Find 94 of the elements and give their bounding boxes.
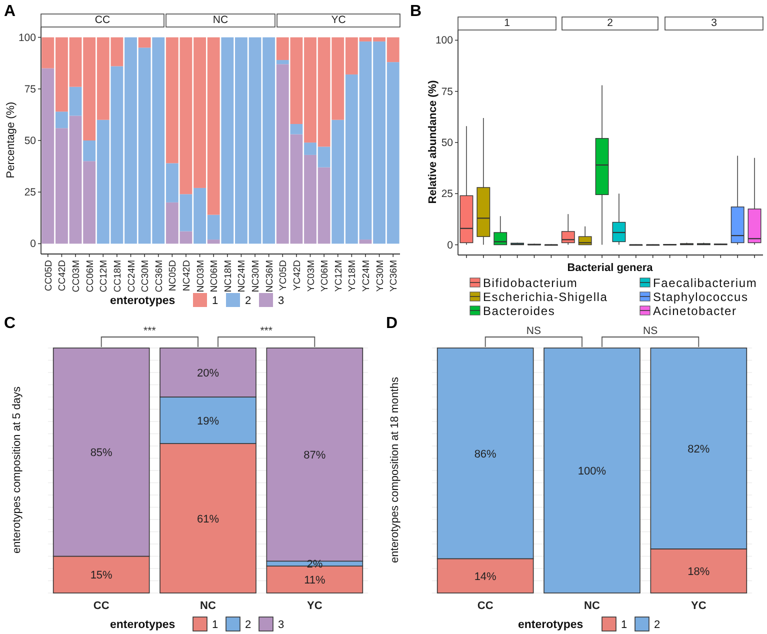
text: NC <box>212 14 228 26</box>
bar <box>359 240 372 244</box>
x-tick-label: CC03M <box>71 260 82 292</box>
legend-title: enterotypes <box>110 295 176 307</box>
text: *** <box>260 325 272 337</box>
y-tick-label: 0 <box>447 239 454 252</box>
text: CC <box>94 14 110 26</box>
y-tick-label: 75 <box>441 86 454 98</box>
x-tick-label: NC05D <box>168 260 179 292</box>
x-tick-label: YC <box>307 600 322 612</box>
data-label: 19% <box>196 415 220 428</box>
x-tick-label: NC36M <box>264 260 276 292</box>
text: A <box>4 3 16 20</box>
x-tick-label: NC30M <box>250 260 262 292</box>
text: 3 <box>711 17 718 29</box>
x-tick-label: CC42D <box>57 260 68 292</box>
x-tick-label: YC42D <box>292 260 303 291</box>
x-tick-label: NC18M <box>222 260 234 292</box>
legend-label: 3 <box>278 619 284 631</box>
text: NS <box>526 325 541 337</box>
x-tick-label: YC03M <box>306 260 317 292</box>
data-label: 86% <box>474 448 497 460</box>
data-label: 11% <box>304 574 326 587</box>
legend-label: Bifidobacterium <box>483 276 578 290</box>
text: 2 <box>607 17 614 29</box>
x-tick-label: NC <box>584 600 600 612</box>
x-tick-label: YC05D <box>278 260 290 291</box>
text: C <box>4 315 16 332</box>
text: B <box>410 3 422 20</box>
x-tick-label: CC06M <box>84 260 96 292</box>
y-axis-title: enterotypes composition at 18 months <box>389 376 401 563</box>
legend-label: 1 <box>212 619 218 631</box>
x-tick-label: CC30M <box>140 260 152 292</box>
legend-title: enterotypes <box>110 619 176 631</box>
y-axis-title: enterotypes composition at 5 days <box>11 386 23 554</box>
legend-label: Acinetobacter <box>653 304 737 318</box>
x-tick-label: CC <box>93 600 110 612</box>
legend-label: Faecalibacterium <box>653 276 758 290</box>
x-tick-label: NC42D <box>181 260 192 292</box>
y-tick-label: 25 <box>441 188 454 200</box>
data-label: 20% <box>196 368 220 380</box>
bar <box>207 240 220 244</box>
x-tick-label: CC <box>477 600 494 612</box>
x-tick-label: YC <box>691 600 706 612</box>
x-tick-label: YC18M <box>347 260 358 292</box>
data-label: 85% <box>90 447 113 460</box>
y-tick-label: 0 <box>30 238 36 250</box>
x-tick-label: YC24M <box>360 260 372 292</box>
x-tick-label: YC30M <box>374 260 386 292</box>
x-tick-label: CC12M <box>98 260 110 292</box>
x-tick-label: NC24M <box>236 260 248 292</box>
bar <box>290 124 303 134</box>
data-label: 14% <box>474 570 497 583</box>
text: *** <box>144 325 156 337</box>
legend-label: 2 <box>654 619 660 631</box>
legend-label: 2 <box>245 619 252 631</box>
text: YC <box>331 14 346 26</box>
x-tick-label: NC03M <box>195 260 206 292</box>
data-label: 87% <box>304 450 326 462</box>
x-tick-label: YC36M <box>388 260 400 292</box>
y-tick-label: 50 <box>24 135 36 147</box>
y-axis-title: Percentage (%) <box>5 102 17 178</box>
x-tick-label: CC36M <box>154 260 165 292</box>
x-tick-label: YC06M <box>320 260 331 292</box>
x-tick-label: YC12M <box>333 260 344 292</box>
legend-label: Escherichia-Shigella <box>483 290 608 304</box>
data-label: 100% <box>578 466 606 478</box>
x-tick-label: NC06M <box>209 260 220 292</box>
legend-label: 2 <box>245 295 252 307</box>
y-tick-label: 100 <box>18 32 36 44</box>
legend-title: enterotypes <box>518 619 584 631</box>
x-tick-label: CC05D <box>43 260 54 292</box>
y-axis-title: Relative abundance (%) <box>427 80 439 204</box>
y-tick-label: 100 <box>435 34 454 47</box>
text: NS <box>643 325 658 337</box>
data-label: 61% <box>196 513 220 526</box>
x-tick-label: CC24M <box>126 260 138 292</box>
text: D <box>386 315 398 332</box>
legend-label: Bacteroides <box>483 304 556 318</box>
bar <box>138 37 151 48</box>
data-label: 82% <box>688 443 710 456</box>
x-axis-title: Bacterial genera <box>567 262 654 274</box>
data-label: 15% <box>90 570 113 582</box>
y-tick-label: 25 <box>24 186 36 199</box>
legend-label: 1 <box>621 619 628 631</box>
x-tick-label: NC <box>200 600 216 612</box>
x-tick-label: CC18M <box>112 260 124 292</box>
y-tick-label: 50 <box>441 137 454 149</box>
legend-label: 3 <box>278 295 284 307</box>
y-tick-label: 75 <box>24 83 36 96</box>
data-label: 18% <box>688 566 710 578</box>
text: 1 <box>504 17 510 29</box>
legend-label: 1 <box>212 295 218 307</box>
legend-label: Staphylococcus <box>653 290 748 304</box>
